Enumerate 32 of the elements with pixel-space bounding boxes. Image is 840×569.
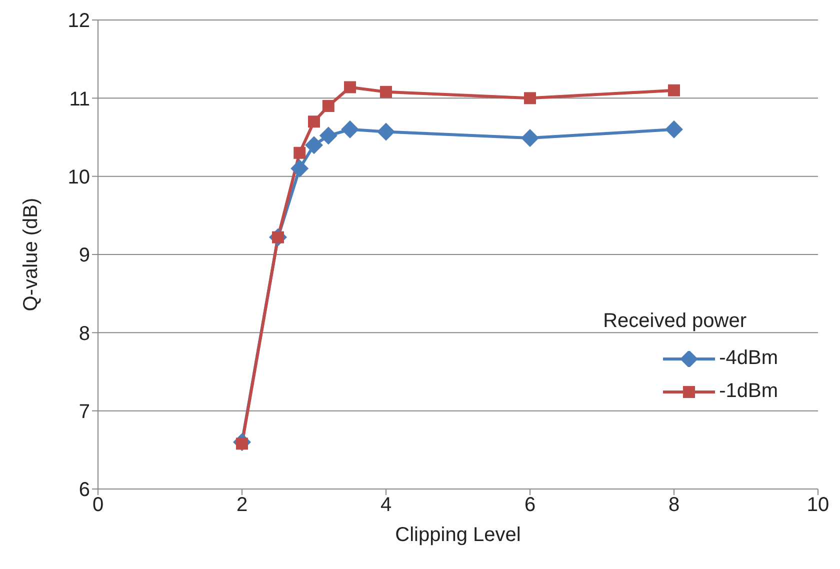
x-axis-title: Clipping Level xyxy=(395,524,521,546)
y-tick-label: 9 xyxy=(78,244,90,267)
point xyxy=(290,160,309,178)
point xyxy=(294,146,306,159)
point xyxy=(305,136,323,154)
y-tick-label: 10 xyxy=(68,166,90,188)
legend-title: Received power xyxy=(603,310,748,333)
x-tick-label: 10 xyxy=(806,494,830,516)
point xyxy=(322,100,334,112)
point xyxy=(377,122,395,141)
y-tick-label: 12 xyxy=(68,10,90,32)
point xyxy=(524,92,536,104)
point xyxy=(341,120,359,138)
legend-label: -1dBm xyxy=(719,380,778,403)
point xyxy=(308,116,320,128)
point xyxy=(668,84,680,96)
x-tick-label: 6 xyxy=(524,494,536,516)
y-tick-label: 6 xyxy=(78,479,90,502)
x-tick-label: 2 xyxy=(236,494,248,516)
point xyxy=(380,86,392,98)
y-axis-title: Q-value (dB) xyxy=(20,198,42,312)
point xyxy=(319,126,338,145)
y-tick-label: 11 xyxy=(69,88,90,110)
legend-label: -4dBm xyxy=(719,347,778,370)
x-tick-label: 8 xyxy=(668,494,680,516)
point xyxy=(344,81,356,94)
x-tick-label: 0 xyxy=(92,494,104,516)
y-tick-label: 7 xyxy=(78,400,90,423)
x-tick-label: 4 xyxy=(380,494,392,516)
y-tick-label: 8 xyxy=(78,322,90,345)
point xyxy=(665,120,683,138)
point xyxy=(521,129,539,148)
